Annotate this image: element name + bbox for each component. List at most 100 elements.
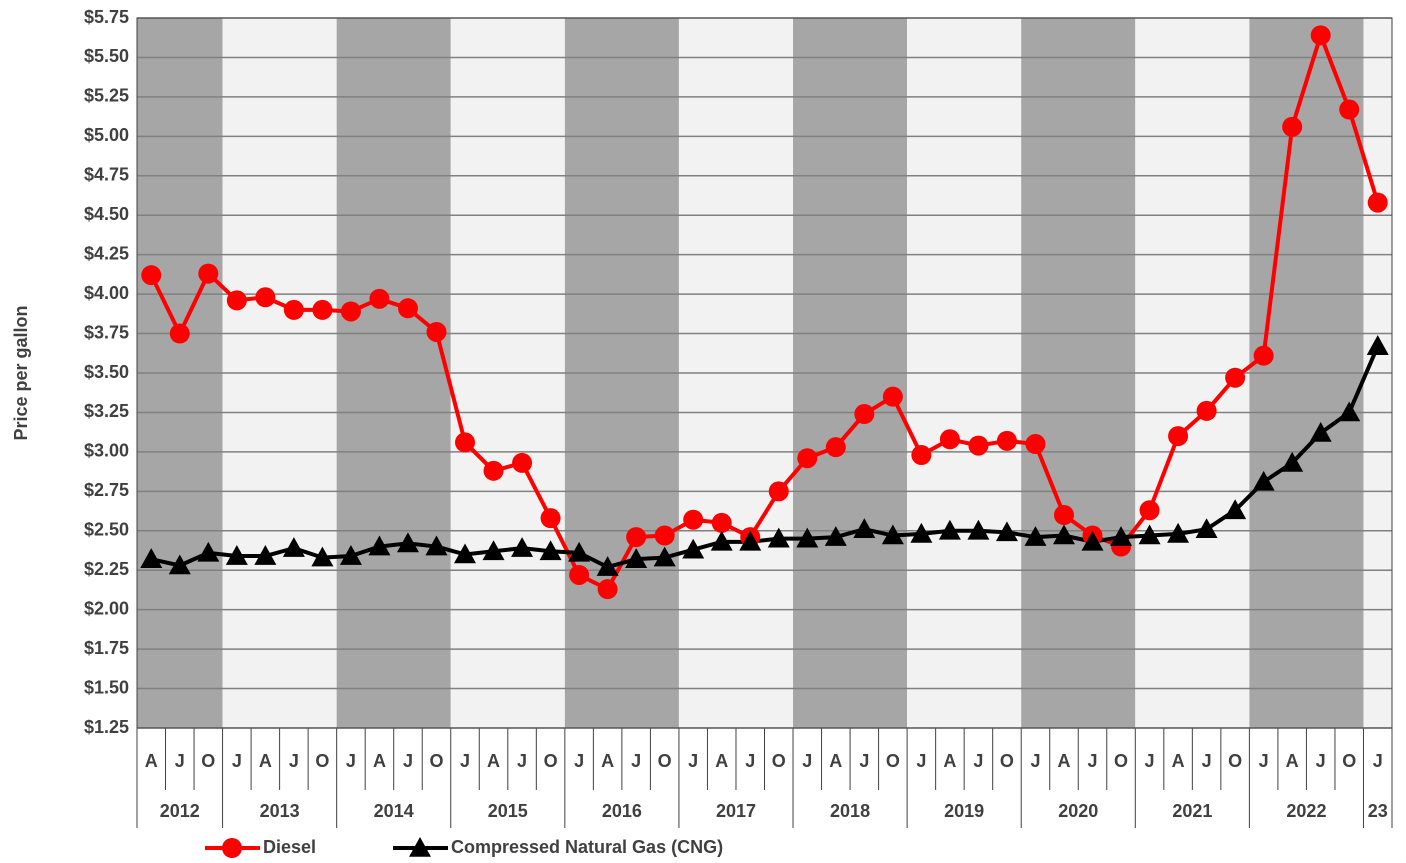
data-point — [168, 554, 191, 575]
data-point — [853, 518, 876, 538]
data-point — [198, 263, 219, 284]
data-point — [340, 301, 361, 322]
data-point — [282, 537, 305, 557]
x-tick-label: J — [346, 751, 356, 771]
legend-label: Diesel — [263, 837, 316, 857]
x-tick-label: A — [829, 751, 842, 771]
data-point — [455, 432, 476, 453]
x-tick-label: J — [1259, 751, 1269, 771]
data-point — [1282, 116, 1303, 137]
data-point — [911, 445, 932, 466]
data-point — [512, 452, 533, 473]
data-point — [454, 543, 477, 564]
data-point — [197, 541, 220, 562]
data-point — [1168, 426, 1189, 447]
data-point — [1110, 526, 1133, 546]
data-point — [1338, 401, 1361, 422]
x-tick-label: A — [145, 751, 158, 771]
data-point — [625, 548, 648, 568]
data-point — [1224, 499, 1247, 520]
data-point — [797, 448, 818, 469]
y-tick-label: $5.00 — [84, 125, 129, 145]
x-tick-label: O — [772, 751, 786, 771]
x-tick-label: O — [315, 751, 329, 771]
x-tick-label: O — [201, 751, 215, 771]
x-group-label: 23 — [1368, 801, 1388, 821]
x-group-label: 2019 — [944, 801, 984, 821]
data-point — [968, 435, 989, 456]
data-point — [825, 437, 846, 458]
data-point — [767, 527, 790, 548]
y-tick-label: $2.50 — [84, 520, 129, 540]
data-point — [995, 521, 1018, 542]
data-point — [1310, 25, 1331, 46]
data-point — [654, 525, 675, 546]
data-point — [254, 545, 277, 565]
data-point — [1195, 518, 1218, 538]
x-tick-label: O — [544, 751, 558, 771]
x-tick-label: J — [802, 751, 812, 771]
y-tick-label: $2.75 — [84, 480, 129, 500]
x-tick-label: J — [1145, 751, 1155, 771]
y-tick-label: $4.25 — [84, 243, 129, 263]
data-point — [1253, 345, 1274, 366]
data-point — [312, 299, 333, 320]
data-point — [569, 564, 590, 585]
x-tick-label: J — [1030, 751, 1040, 771]
data-point — [711, 512, 732, 533]
data-point — [255, 287, 276, 308]
data-point — [540, 508, 561, 529]
x-tick-label: A — [1057, 751, 1070, 771]
data-point — [283, 299, 304, 320]
data-point — [483, 460, 504, 481]
data-point — [426, 321, 447, 342]
data-point — [1052, 524, 1075, 545]
data-point — [311, 546, 334, 567]
y-tick-label: $4.75 — [84, 165, 129, 185]
y-axis-label: Price per gallon — [11, 305, 31, 440]
x-group-label: 2018 — [830, 801, 870, 821]
legend-label: Compressed Natural Gas (CNG) — [451, 837, 723, 857]
y-tick-label: $1.25 — [84, 717, 129, 737]
data-point — [482, 540, 505, 561]
x-tick-label: A — [487, 751, 500, 771]
data-point — [939, 429, 960, 450]
x-tick-label: J — [1202, 751, 1212, 771]
x-group-label: 2015 — [488, 801, 528, 821]
x-tick-label: J — [745, 751, 755, 771]
x-tick-label: A — [1172, 751, 1185, 771]
x-tick-label: J — [973, 751, 983, 771]
x-tick-label: J — [1316, 751, 1326, 771]
data-point — [683, 509, 704, 530]
data-point — [967, 519, 990, 540]
data-point — [141, 265, 162, 286]
data-point — [881, 524, 904, 545]
x-tick-label: A — [259, 751, 272, 771]
x-group-label: 2020 — [1058, 801, 1098, 821]
data-point — [511, 537, 534, 557]
x-tick-label: J — [232, 751, 242, 771]
y-tick-label: $3.75 — [84, 322, 129, 342]
data-point — [682, 538, 705, 559]
data-point — [1366, 335, 1389, 355]
data-point — [854, 404, 875, 425]
data-point — [397, 298, 418, 319]
y-tick-label: $4.00 — [84, 283, 129, 303]
x-tick-label: J — [859, 751, 869, 771]
y-tick-label: $3.50 — [84, 362, 129, 382]
y-tick-label: $4.50 — [84, 204, 129, 224]
x-tick-label: J — [289, 751, 299, 771]
x-group-label: 2013 — [260, 801, 300, 821]
x-tick-label: O — [1000, 751, 1014, 771]
data-point — [796, 527, 819, 548]
x-tick-label: J — [688, 751, 698, 771]
x-tick-label: J — [916, 751, 926, 771]
y-tick-label: $3.00 — [84, 441, 129, 461]
x-tick-label: A — [1286, 751, 1299, 771]
data-point — [225, 545, 248, 565]
data-point — [910, 522, 933, 543]
data-point — [369, 288, 390, 309]
x-tick-label: O — [429, 751, 443, 771]
data-point — [539, 540, 562, 561]
x-tick-label: A — [943, 751, 956, 771]
